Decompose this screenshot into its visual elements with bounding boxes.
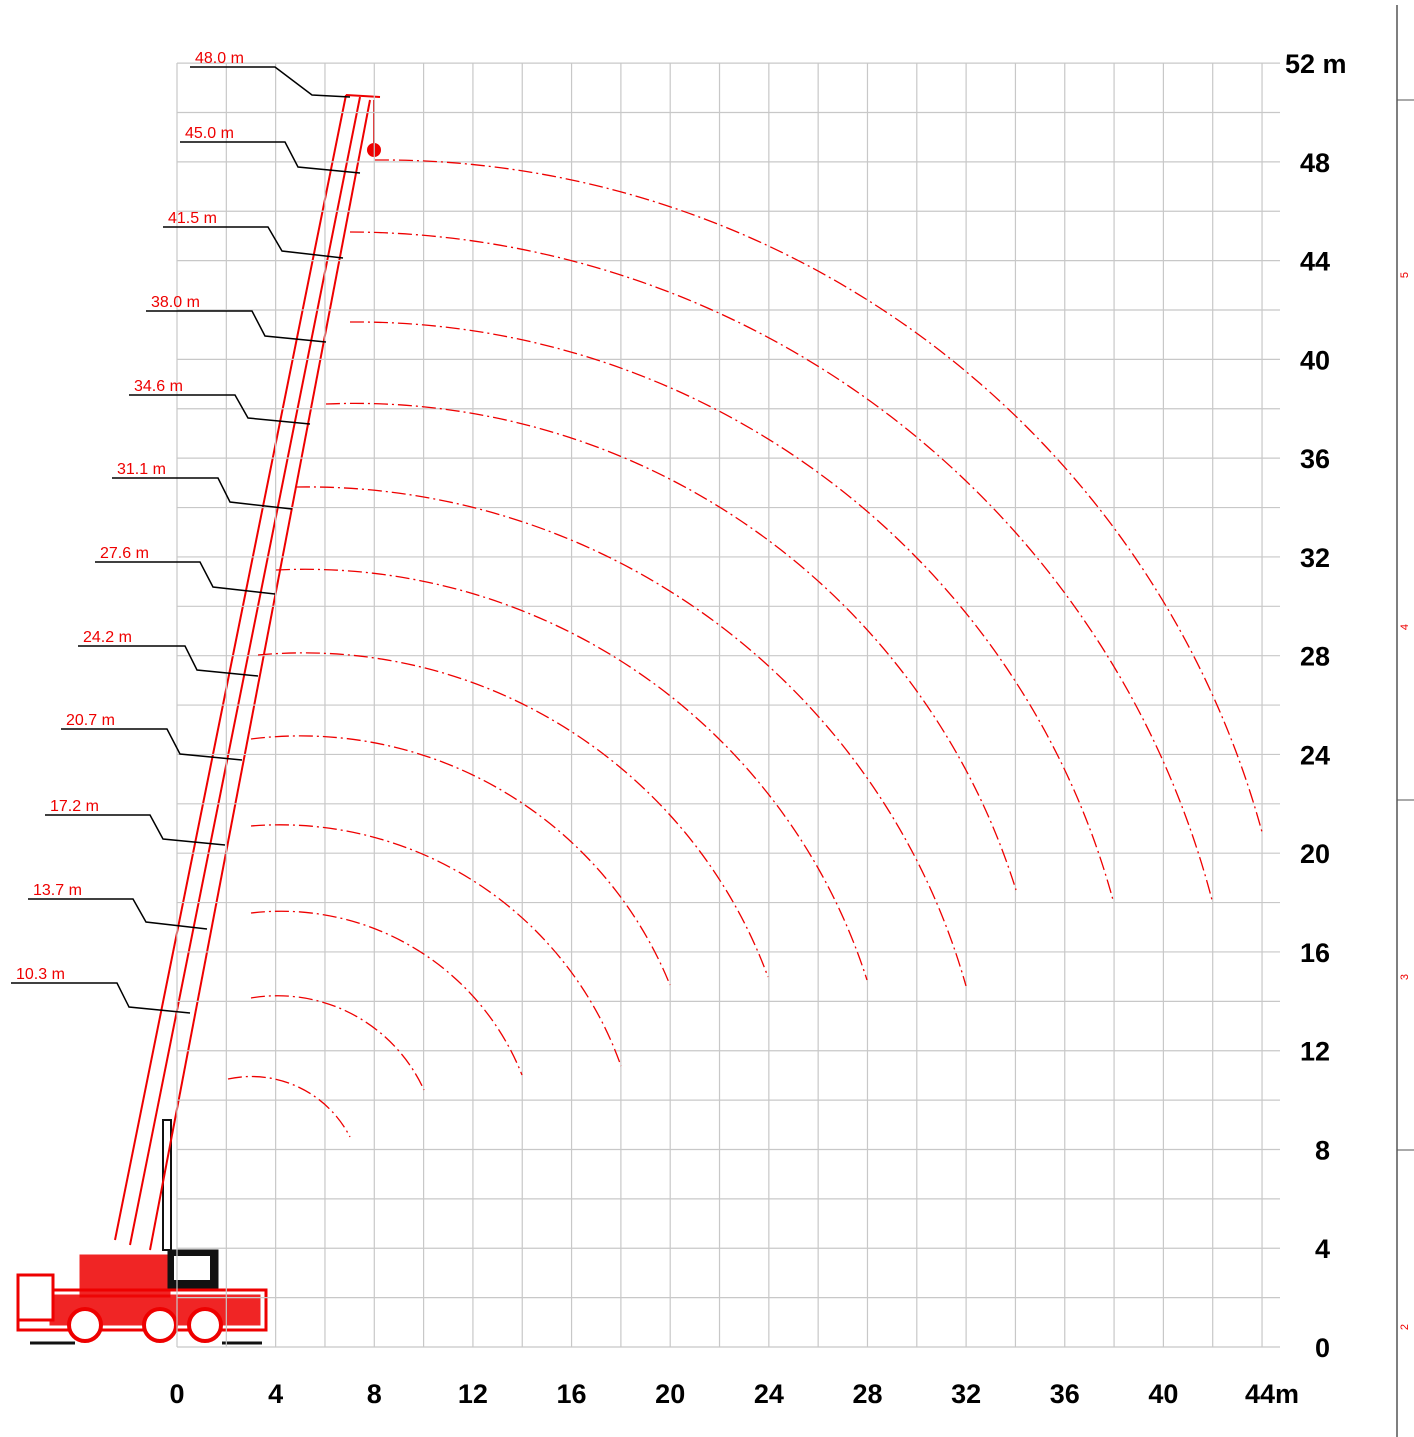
reach-arc — [275, 568, 868, 981]
leader-line — [78, 645, 259, 677]
x-tick-label: 28 — [852, 1379, 882, 1409]
x-tick-label: 16 — [557, 1379, 587, 1409]
y-tick-label: 44 — [1300, 247, 1330, 277]
leader-line — [163, 226, 344, 259]
x-tick-label: 24 — [754, 1379, 784, 1409]
x-tick-label: 4 — [268, 1379, 283, 1409]
leader-line — [28, 898, 208, 930]
boom-length-label: 17.2 m — [50, 798, 99, 815]
ruler-label: 4 — [1399, 624, 1411, 630]
reach-arc — [257, 652, 769, 978]
leader-line — [112, 477, 293, 510]
leader-line — [95, 561, 276, 595]
x-tick-label: 32 — [951, 1379, 981, 1409]
leader-line — [146, 310, 327, 343]
x-tick-label: 36 — [1050, 1379, 1080, 1409]
leader-line — [45, 814, 226, 846]
boom-length-label: 27.6 m — [100, 545, 149, 562]
x-tick-label: 8 — [367, 1379, 382, 1409]
reach-arc — [250, 735, 671, 986]
reach-arc — [374, 159, 1263, 833]
y-tick-label: 24 — [1300, 740, 1330, 770]
x-tick-label: 20 — [655, 1379, 685, 1409]
boom-length-label: 24.2 m — [83, 629, 132, 646]
leader-line — [190, 66, 351, 98]
reach-arc — [349, 231, 1213, 901]
ruler-label: 2 — [1399, 1324, 1411, 1330]
y-tick-label: 0 — [1315, 1333, 1330, 1363]
grid — [176, 62, 1280, 1348]
boom-length-label: 20.7 m — [66, 712, 115, 729]
boom-length-label: 41.5 m — [168, 210, 217, 227]
crane-truck — [16, 1119, 268, 1345]
reach-arc — [349, 321, 1114, 901]
reach-arc — [295, 486, 967, 987]
reach-arc — [250, 910, 523, 1076]
y-tick-label: 4 — [1315, 1234, 1330, 1264]
boom-length-label: 45.0 m — [185, 125, 234, 142]
y-tick-label: 20 — [1300, 839, 1330, 869]
leader-line — [11, 982, 191, 1014]
y-tick-label: 36 — [1300, 444, 1330, 474]
x-tick-label: 12 — [458, 1379, 488, 1409]
boom-length-label: 34.6 m — [134, 378, 183, 395]
y-tick-label: 8 — [1315, 1135, 1330, 1165]
x-tick-label: 0 — [169, 1379, 184, 1409]
x-tick-label: 44m — [1245, 1379, 1299, 1409]
boom-length-label: 10.3 m — [16, 966, 65, 983]
x-tick-label: 40 — [1148, 1379, 1178, 1409]
reach-arc — [325, 402, 1017, 891]
reach-arc — [227, 1075, 351, 1138]
ruler-label: 5 — [1399, 272, 1411, 278]
y-tick-label: 16 — [1300, 938, 1330, 968]
boom-length-label: 13.7 m — [33, 882, 82, 899]
leader-line — [129, 394, 311, 425]
reach-arc — [250, 995, 425, 1091]
reach-arc — [250, 824, 622, 1067]
ruler-label: 3 — [1399, 974, 1411, 980]
y-tick-label: 52 m — [1285, 49, 1347, 79]
boom-length-label: 38.0 m — [151, 294, 200, 311]
y-tick-label: 12 — [1300, 1037, 1330, 1067]
leader-line — [61, 728, 243, 761]
reach-arcs — [227, 159, 1263, 1138]
boom-length-label: 31.1 m — [117, 461, 166, 478]
y-tick-label: 48 — [1300, 148, 1330, 178]
leader-line — [180, 141, 361, 174]
y-tick-label: 28 — [1300, 642, 1330, 672]
boom-length-label: 48.0 m — [195, 50, 244, 67]
boom — [114, 94, 381, 1251]
y-tick-label: 32 — [1300, 543, 1330, 573]
y-tick-label: 40 — [1300, 345, 1330, 375]
